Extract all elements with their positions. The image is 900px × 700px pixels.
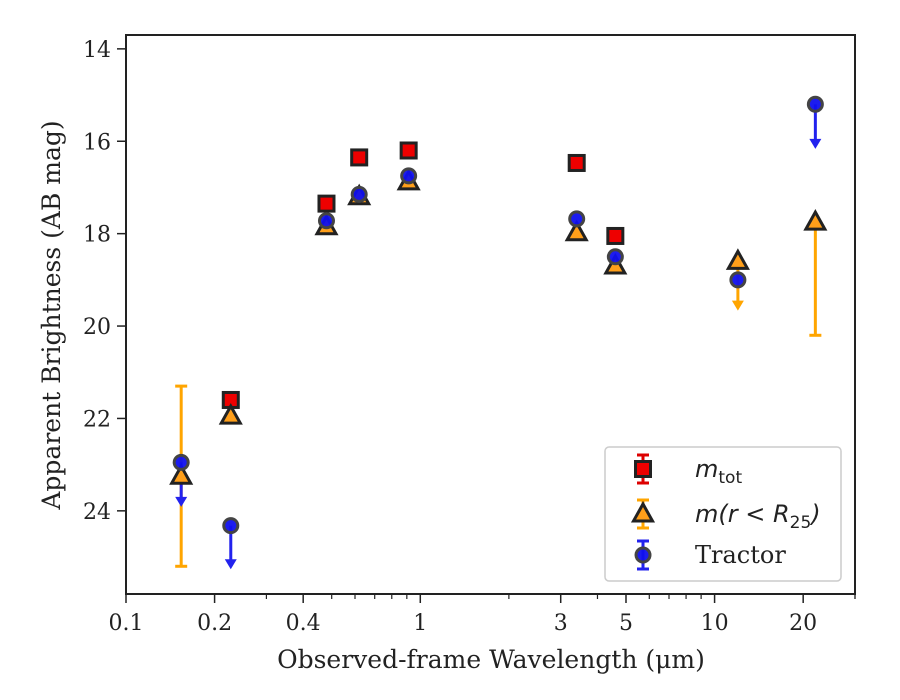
x-tick-label: 10: [701, 611, 729, 636]
x-axis: 0.1 0.2 0.4 1 3 5 10 20: [109, 594, 856, 636]
legend-triangle-marker: [630, 500, 656, 523]
square-marker: [399, 141, 418, 160]
y-tick-label: 18: [83, 223, 111, 248]
upper-limit-arrowhead: [224, 559, 237, 570]
circle-marker: [400, 167, 418, 185]
upper-limit-arrowhead: [809, 138, 822, 149]
circle-marker: [729, 271, 747, 289]
square-marker: [606, 226, 625, 245]
square-marker: [567, 153, 586, 172]
x-tick-label: 5: [619, 611, 633, 636]
legend: mtot m(r < R25) Tractor: [604, 446, 842, 582]
x-tick-label: 20: [789, 611, 817, 636]
circle-marker: [606, 248, 624, 266]
x-axis-title: Observed-frame Wavelength (μm): [277, 645, 705, 674]
circle-marker: [568, 210, 586, 228]
y-tick-label: 14: [83, 38, 111, 63]
x-tick-label: 0.1: [109, 611, 144, 636]
circle-marker: [317, 212, 335, 230]
y-axis: 14 16 18 20 22 24: [83, 38, 126, 525]
plot-area: [125, 34, 856, 595]
square-marker: [317, 194, 336, 213]
legend-circle-marker: [634, 546, 652, 564]
circle-marker: [172, 453, 190, 471]
triangle-marker: [564, 219, 589, 242]
x-tick-label: 1: [413, 611, 427, 636]
legend-box: [604, 446, 842, 582]
circle-marker: [350, 185, 368, 203]
upper-limit-arrowhead: [731, 300, 744, 311]
circle-marker: [222, 517, 240, 535]
triangle-marker: [803, 209, 828, 231]
legend-square-marker: [634, 460, 652, 478]
x-tick-label: 0.4: [286, 611, 321, 636]
triangle-marker: [725, 248, 750, 270]
square-marker: [350, 148, 369, 167]
triangle-marker: [169, 463, 194, 485]
y-tick-label: 20: [83, 315, 111, 340]
triangle-marker: [218, 403, 243, 425]
x-tick-label: 3: [554, 611, 568, 636]
legend-label: mtot: [695, 455, 742, 488]
circle-marker: [806, 95, 824, 113]
y-axis-title: Apparent Brightness (AB mag): [37, 120, 66, 510]
upper-limit-arrowhead: [175, 496, 188, 507]
y-tick-label: 24: [83, 500, 111, 525]
data-markers: [169, 95, 828, 535]
y-tick-label: 16: [83, 130, 111, 155]
legend-label: Tractor: [695, 541, 786, 569]
x-tick-label: 0.2: [197, 611, 232, 636]
plot-frame: [125, 34, 856, 595]
legend-label: m(r < R25): [695, 500, 821, 533]
y-tick-label: 22: [83, 407, 111, 432]
